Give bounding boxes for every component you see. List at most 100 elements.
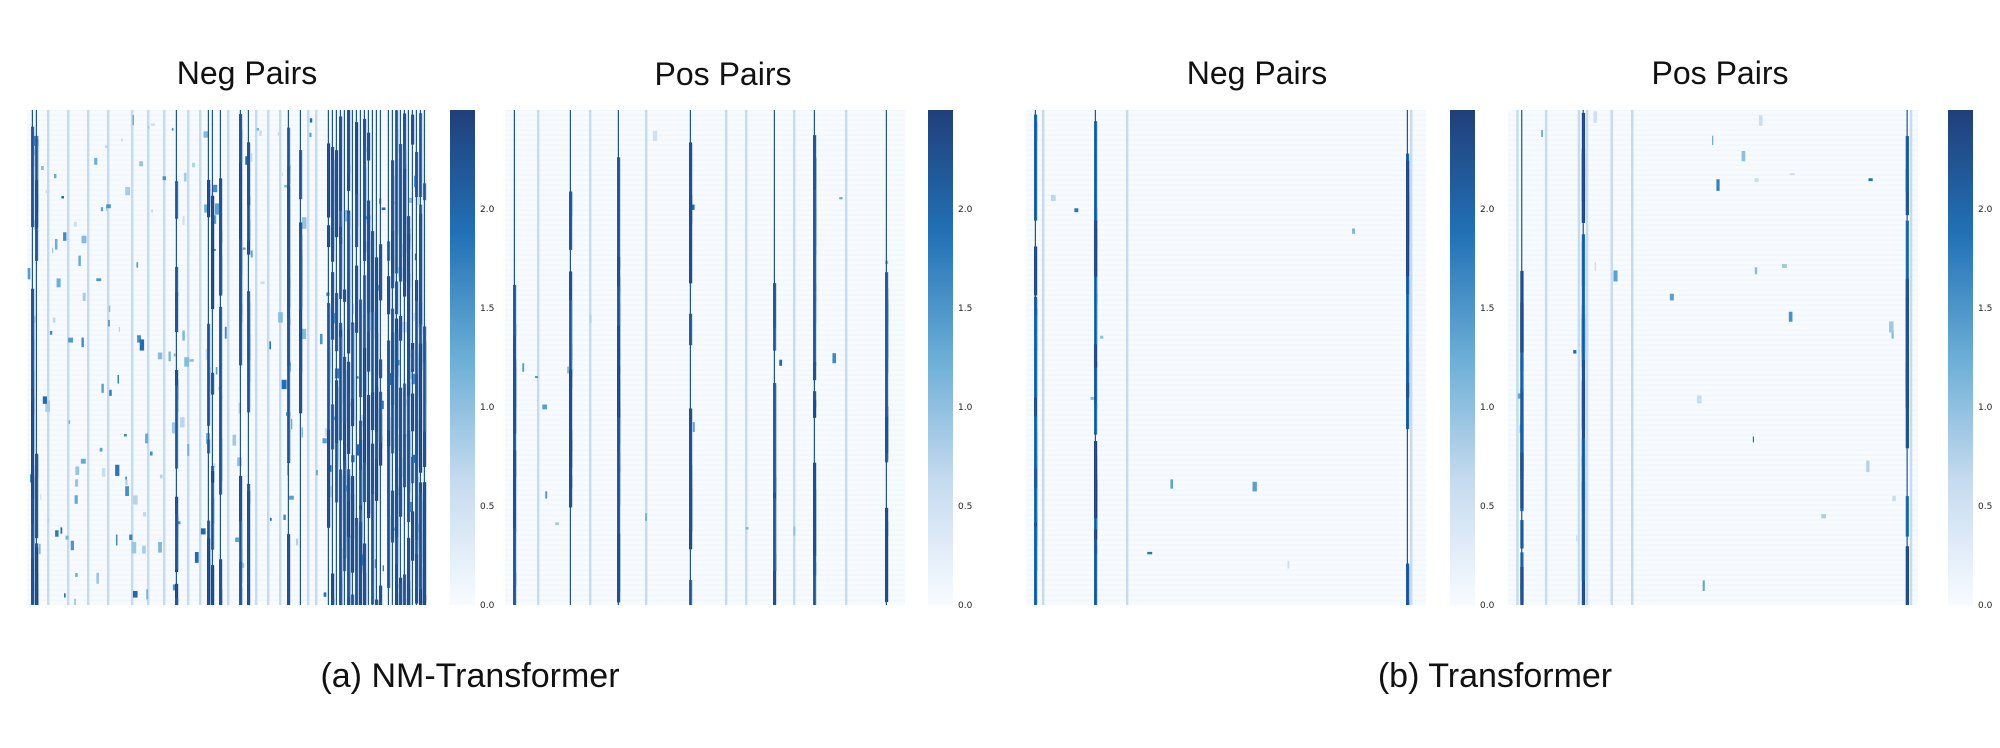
colorbar-tick-label: 1.5 <box>1978 304 1992 314</box>
heatmap-cell <box>645 513 647 521</box>
colorbar-tick-label: 0.5 <box>958 502 972 512</box>
heatmap-cell <box>145 433 149 444</box>
heatmap-cell <box>256 127 260 131</box>
heatmap-cell <box>123 433 127 437</box>
heatmap-cell <box>242 247 246 250</box>
heatmap-cell <box>158 541 162 553</box>
colorbar-tick-label: 0.5 <box>1978 502 1992 512</box>
heatmap-cell <box>63 232 67 241</box>
heatmap-cell <box>45 400 51 412</box>
heatmap-cell <box>567 366 570 374</box>
heatmap-column-strong <box>1521 110 1523 605</box>
heatmap-column-light <box>1577 110 1581 605</box>
heatmap-cell <box>1716 179 1720 191</box>
heatmap-column-light <box>67 110 70 605</box>
heatmap-cell <box>1754 267 1758 275</box>
heatmap-cell <box>224 326 227 339</box>
heatmap-column-light <box>255 110 258 605</box>
heatmap-cell <box>535 376 538 379</box>
heatmap-cell <box>259 130 262 136</box>
heatmap-cell <box>652 130 658 142</box>
heatmap-column-strong <box>423 110 425 605</box>
heatmap-column-light <box>307 110 310 605</box>
heatmap-column-light <box>315 110 318 605</box>
heatmap-cell <box>148 125 150 129</box>
heatmap-column-strong <box>407 110 409 605</box>
heatmap-cell <box>1050 194 1056 202</box>
heatmap-cell <box>101 383 104 393</box>
heatmap-column-strong <box>617 110 619 605</box>
heatmap-cell <box>690 204 695 210</box>
heatmap-column-strong <box>403 110 405 605</box>
heatmap-column-light <box>793 110 796 605</box>
heatmap-cell <box>361 554 365 566</box>
heatmap-cell <box>374 559 377 569</box>
heatmap-cell <box>1789 172 1795 176</box>
heatmap-cell <box>355 376 359 379</box>
heatmap-cell <box>1351 228 1356 234</box>
heatmap-column-strong <box>885 110 887 605</box>
heatmap-cell <box>52 247 54 254</box>
heatmap-cell <box>172 584 177 591</box>
heatmap-column-strong <box>175 110 177 605</box>
heatmap-cell <box>1781 264 1787 268</box>
heatmap-column-light <box>589 110 592 605</box>
heatmap-cell <box>108 305 111 312</box>
heatmap-cell <box>168 351 171 362</box>
heatmap-cell <box>173 353 176 357</box>
heatmap-column-light <box>1610 110 1613 605</box>
heatmap-cell <box>1754 178 1759 183</box>
heatmap-cell <box>322 438 327 444</box>
heatmap-cell <box>1517 393 1522 399</box>
heatmap-cell <box>316 470 318 476</box>
heatmap-cell <box>115 464 120 476</box>
heatmap-column-strong <box>219 110 221 605</box>
heatmap-cell <box>329 486 333 498</box>
heatmap-cell <box>839 197 843 200</box>
heatmap-column-strong <box>375 110 377 605</box>
heatmap-cell <box>52 317 56 323</box>
heatmap-cell <box>283 514 286 520</box>
heatmap-column-strong <box>1906 110 1908 605</box>
heatmap-cell <box>392 201 397 204</box>
heatmap-column-strong <box>327 110 329 605</box>
heatmap-column-light <box>1042 110 1045 605</box>
heatmap-cell <box>132 590 138 598</box>
heatmap-cell <box>213 463 216 468</box>
colorbar-tick-label: 1.5 <box>1480 304 1494 314</box>
heatmap-column-strong <box>415 110 417 605</box>
heatmap-cell <box>131 541 137 554</box>
heatmap-column-strong <box>339 110 341 605</box>
colorbar-tick-label: 0.0 <box>1978 601 1993 610</box>
heatmap-column-strong <box>351 110 353 605</box>
heatmap-column-light <box>279 110 282 605</box>
heatmap-cell <box>192 162 195 168</box>
heatmap-cell <box>139 339 145 351</box>
heatmap-column-light <box>107 110 110 605</box>
colorbar-tick-label: 0.0 <box>480 601 495 610</box>
heatmap-cell <box>408 197 413 203</box>
heatmap-cell <box>1287 560 1290 569</box>
heatmap-cell <box>291 418 293 430</box>
heatmap-cell <box>349 535 353 539</box>
heatmap-cell <box>70 540 74 551</box>
heatmap-column-strong <box>207 110 209 605</box>
heatmap-cell <box>309 118 313 123</box>
heatmap-cell <box>832 353 837 364</box>
heatmap-cell <box>1702 580 1705 592</box>
heatmap-cell <box>278 312 283 323</box>
heatmap-column-strong <box>379 110 381 605</box>
heatmap-cell <box>779 359 783 366</box>
caption-transformer: (b) Transformer <box>1377 657 1613 695</box>
heatmap-column-strong <box>239 110 241 605</box>
heatmap-column-strong <box>343 110 345 605</box>
heatmap-column-light <box>1410 110 1413 605</box>
heatmap-cell <box>146 589 149 600</box>
heatmap-cell <box>214 203 220 215</box>
heatmap-cell <box>409 371 413 379</box>
heatmap-cell <box>215 367 218 375</box>
heatmap-cell <box>132 495 138 505</box>
colorbar-tick-label: 0.5 <box>480 502 494 512</box>
heatmap-cell <box>187 444 190 456</box>
heatmap-cell <box>522 363 525 372</box>
